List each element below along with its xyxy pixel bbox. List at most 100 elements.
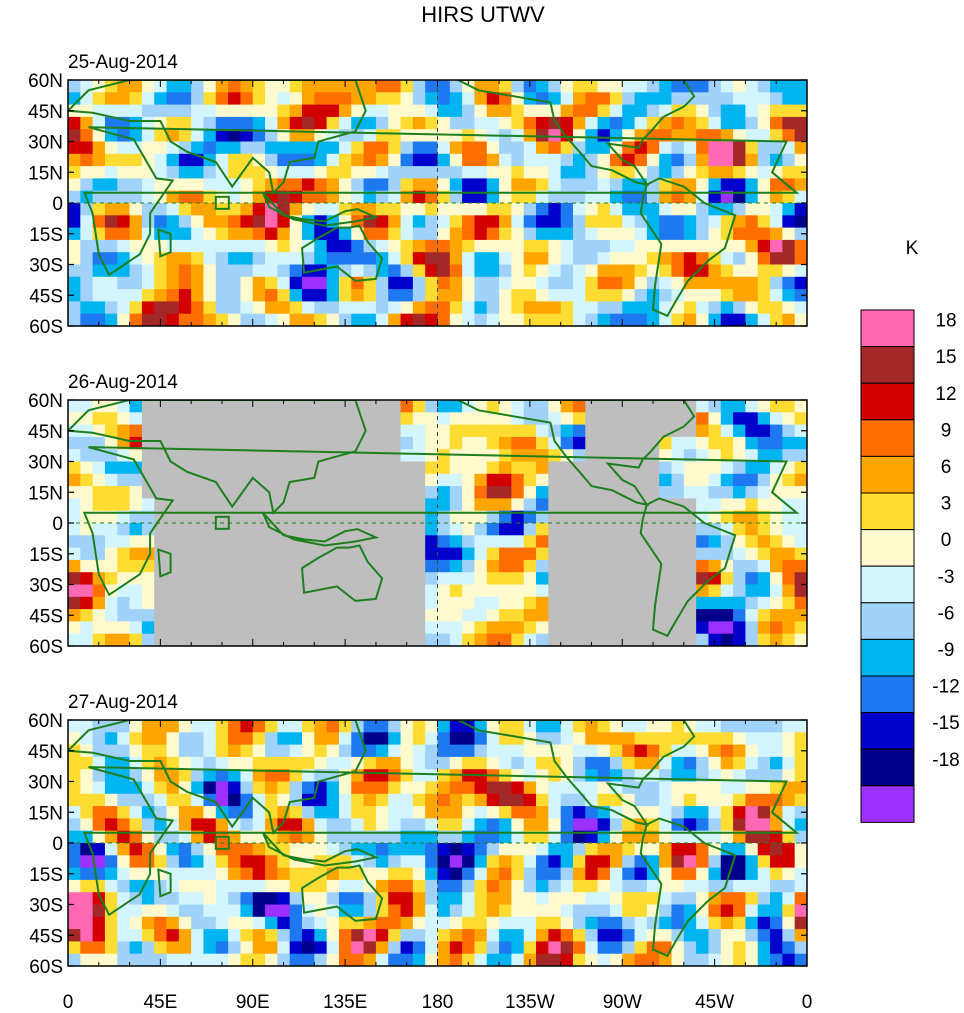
field-cell <box>659 289 673 302</box>
field-cell <box>104 239 118 253</box>
field-cell <box>536 239 549 253</box>
field-cell <box>117 313 131 326</box>
field-cell <box>80 892 94 906</box>
missing-data-cell <box>412 584 426 598</box>
field-cell <box>659 313 673 326</box>
lat-tick-label: 30N <box>28 773 63 794</box>
missing-data-cell <box>277 609 291 622</box>
field-cell <box>560 276 574 290</box>
field-cell <box>129 879 143 893</box>
field-cell <box>326 929 340 942</box>
field-cell <box>708 129 722 143</box>
field-cell <box>720 572 734 586</box>
missing-data-cell <box>548 559 562 573</box>
missing-data-cell <box>191 621 205 635</box>
field-cell <box>659 461 673 475</box>
field-cell <box>794 547 807 561</box>
field-cell <box>659 486 673 499</box>
missing-data-cell <box>412 523 426 536</box>
field-cell <box>659 953 673 966</box>
field-cell <box>671 190 685 204</box>
missing-data-cell <box>671 547 685 561</box>
field-cell <box>646 116 660 130</box>
missing-data-cell <box>252 436 266 450</box>
field-cell <box>314 720 328 733</box>
field-cell <box>683 264 697 278</box>
missing-data-cell <box>646 486 660 499</box>
field-cell <box>240 830 254 844</box>
field-cell <box>104 289 118 302</box>
field-cell <box>154 301 168 315</box>
missing-data-cell <box>572 461 586 475</box>
field-cell <box>425 879 439 893</box>
field-cell <box>486 301 500 315</box>
missing-data-cell <box>191 596 205 610</box>
field-cell <box>523 252 537 266</box>
field-cell <box>425 215 439 229</box>
missing-data-cell <box>215 559 229 573</box>
field-cell <box>486 584 500 598</box>
missing-data-cell <box>622 510 636 524</box>
field-cell <box>597 855 611 869</box>
field-cell <box>351 806 365 819</box>
field-cell <box>536 830 549 844</box>
field-cell <box>462 141 476 155</box>
field-cell <box>412 203 426 216</box>
field-cell <box>425 806 439 819</box>
field-cell <box>375 116 389 130</box>
field-cell <box>572 264 586 278</box>
field-cell <box>388 227 402 241</box>
lat-tick-label: 30S <box>29 256 63 277</box>
colorbar-swatch <box>860 419 915 457</box>
field-cell <box>80 609 94 622</box>
field-cell <box>129 276 143 290</box>
field-cell <box>388 781 402 795</box>
field-cell <box>597 276 611 290</box>
field-cell <box>92 941 106 955</box>
field-cell <box>375 178 389 192</box>
field-cell <box>585 806 599 819</box>
field-cell <box>191 239 205 253</box>
field-cell <box>474 104 488 118</box>
field-cell <box>782 486 796 499</box>
missing-data-cell <box>228 510 242 524</box>
field-cell <box>770 941 783 955</box>
field-cell <box>511 264 525 278</box>
missing-data-cell <box>326 609 340 622</box>
field-cell <box>548 141 562 155</box>
missing-data-cell <box>585 596 599 610</box>
field-cell <box>351 289 365 302</box>
missing-data-cell <box>203 498 217 512</box>
field-cell <box>203 953 217 966</box>
field-cell <box>523 916 537 930</box>
field-cell <box>770 633 783 646</box>
field-cell <box>548 313 562 326</box>
field-cell <box>474 141 488 155</box>
missing-data-cell <box>375 535 389 549</box>
field-cell <box>117 769 131 783</box>
africa-outline <box>82 446 800 597</box>
field-cell <box>302 720 315 733</box>
missing-data-cell <box>351 621 365 635</box>
field-cell <box>597 953 611 966</box>
field-cell <box>585 756 599 770</box>
field-cell <box>302 178 315 192</box>
field-cell <box>92 818 106 832</box>
field-cell <box>696 239 710 253</box>
field-cell <box>363 953 377 966</box>
missing-data-cell <box>265 461 278 475</box>
field-cell <box>536 941 549 955</box>
field-cell <box>794 436 807 450</box>
missing-data-cell <box>240 510 254 524</box>
field-cell <box>240 239 254 253</box>
missing-data-cell <box>634 609 648 622</box>
missing-data-cell <box>351 473 365 487</box>
field-cell <box>92 461 106 475</box>
missing-data-cell <box>326 559 340 573</box>
field-cell <box>203 818 217 832</box>
field-cell <box>68 461 81 475</box>
field-cell <box>228 916 242 930</box>
field-cell <box>203 203 217 216</box>
field-cell <box>745 830 759 844</box>
field-cell <box>400 289 414 302</box>
